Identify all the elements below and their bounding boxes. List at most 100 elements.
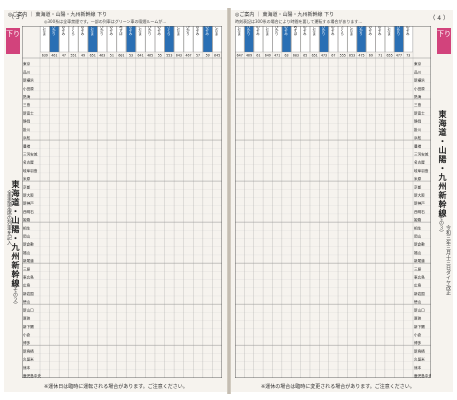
grid-border [22,26,222,378]
train-name-label: のぞみ [283,26,288,36]
station-name: 新大阪 [23,192,34,197]
train-name-label: みずほ [118,26,123,36]
station-name: 新岩国 [23,291,34,296]
left-timetable-grid: こだま 639 ひかり 461 のぞみ 47 さくら 551 のぞみ 49 こだま 651 ひかり 463… [22,26,222,378]
column-header-5 [78,26,88,53]
train-name-label: こだま [42,26,47,35]
left-page: ◎ご案内 ｜ 東海道・山陽・九州新幹線 下り ◎300系は全車禁煙です。一部の列… [4,10,228,392]
station-name: 豊橋 [414,143,422,148]
station-name: 新大阪 [414,192,425,197]
station-name: 米原 [414,176,422,181]
column-header-15 [174,26,184,53]
column-header-3 [59,26,69,53]
station-name: 徳山 [414,299,422,304]
train-name-label: のぞみ [157,26,162,36]
train-number-label: 551 [70,54,76,58]
left-direction-badge: 下り [6,28,20,54]
column-header-2 [49,26,60,53]
column-header-14 [356,26,367,53]
train-number-label: 655 [387,54,393,58]
train-number-label: 55 [158,54,162,58]
station-name: 新倉敷 [23,242,34,247]
column-header-12 [145,26,155,53]
left-page-header: ◎ご案内 ｜ 東海道・山陽・九州新幹線 下り [8,12,108,18]
train-number-label: 601 [118,54,124,58]
train-number-label: 57 [196,54,200,58]
right-page-notes: 時刻表記は300系の場合により時間を要して運転する場合があります… [235,19,363,24]
left-subtitle: （その２） [12,282,18,307]
train-number-label: 51 [110,54,114,58]
column-header-14 [164,26,174,53]
train-name-label: こだま [311,26,316,35]
station-name: 浜松 [23,135,31,140]
station-name: 新下関 [414,324,425,329]
column-header-18 [394,26,404,53]
train-name-label: こだま [236,26,241,35]
train-number-label: 53 [129,54,133,58]
station-name: 三島 [23,102,31,107]
station-name: 三原 [23,266,31,271]
column-header-13 [347,26,357,53]
train-number-label: 647 [237,54,243,58]
right-line-title: 東海道・山陽・九州新幹線 [438,110,447,218]
station-name: 福山 [23,250,31,255]
column-header-3 [253,26,263,53]
train-number-label: 61 [256,54,260,58]
station-name: 新富士 [23,110,34,115]
train-name-label: ひかり [246,26,251,36]
train-number-label: 47 [62,54,66,58]
station-name: 小田原 [23,86,34,91]
station-name: 新富士 [414,110,425,115]
train-name-label: のぞみ [330,26,335,36]
right-timetable-grid: こだま 647 ひかり 469 のぞみ 61 こだま 649 ひかり 471 のぞみ 63 みずほ 603… [235,26,431,378]
train-name-label: こだま [176,26,181,35]
train-name-label: さくら [70,26,75,36]
station-name: 姫路 [23,217,31,222]
station-name: 西明石 [414,209,425,214]
station-name: 京都 [23,184,31,189]
train-number-label: 475 [358,54,364,58]
station-name: 掛川 [414,127,422,132]
station-name: 新尾道 [23,258,34,263]
column-header-10 [319,26,329,53]
train-number-label: 643 [176,54,182,58]
train-name-label: のぞみ [377,26,382,36]
train-number-label: 651 [312,54,318,58]
station-name: 名古屋 [414,160,425,165]
station-name: 新神戸 [23,201,34,206]
train-number-label: 69 [369,54,373,58]
column-header-9 [116,26,127,53]
station-name: 新神戸 [414,201,425,206]
station-name: 博多 [414,340,422,345]
train-name-label: こだま [89,26,94,35]
column-header-11 [135,26,146,53]
station-name: 新倉敷 [414,242,425,247]
train-number-label: 473 [321,54,327,58]
train-name-label: のぞみ [195,26,200,36]
column-header-2 [244,26,254,53]
train-name-label: こだま [265,26,270,35]
train-number-label: 471 [274,54,280,58]
train-number-label: 603 [293,54,299,58]
train-name-label: みずほ [293,26,298,36]
train-number-label: 463 [99,54,105,58]
left-page-notes: ◎300系は全車禁煙です。一部の列車はグリーン車の喫煙ルームが… [44,19,167,24]
train-name-label: ひかり [185,26,190,36]
train-number-label: 467 [185,54,191,58]
left-side-note: 全車指定席の列車を記入 [6,190,12,245]
column-header-13 [155,26,165,53]
column-header-16 [375,26,385,53]
station-name: 掛川 [23,127,31,132]
station-name: 名古屋 [23,160,34,165]
right-page-header: ◎ご案内 ｜ 東海道・山陽・九州新幹線 下り [235,12,335,18]
station-name: 東広島 [414,275,425,280]
grid-border [235,26,431,378]
station-name: 徳山 [23,299,31,304]
train-number-label: 65 [303,54,307,58]
column-header-19 [403,26,413,53]
station-name: 東広島 [23,275,34,280]
train-number-label: 649 [265,54,271,58]
station-name: 厚狭 [23,316,31,321]
station-name: 静岡 [23,119,31,124]
